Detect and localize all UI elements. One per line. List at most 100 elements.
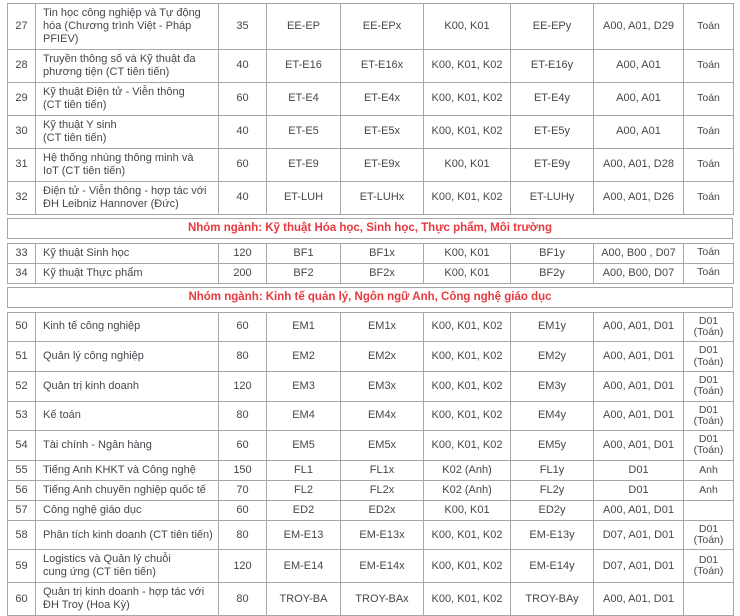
quota-cell: 120 (218, 549, 267, 584)
program-name-cell: Tiếng Anh chuyên nghiệp quốc tế (35, 479, 219, 501)
subject-cell: Toán (683, 3, 734, 50)
code-x-cell: EM1x (340, 311, 424, 343)
quota-cell: 60 (218, 311, 267, 343)
program-name-cell: Truyền thông số và Kỹ thuật đa phương ti… (35, 48, 219, 83)
quota-cell: 60 (218, 499, 267, 521)
k-groups-cell: K02 (Anh) (423, 479, 511, 501)
table-row: 34 Kỹ thuật Thực phẩm 200 BF2 BF2x K00, K01 BF… (7, 262, 734, 284)
program-name-cell: Kinh tế công nghiệp (35, 311, 219, 343)
k-groups-cell: K00, K01, K02 (423, 311, 511, 343)
code-y-cell: ED2y (510, 499, 594, 521)
a-groups-cell: A00, A01 (593, 48, 684, 83)
quota-cell: 80 (218, 519, 267, 551)
table-row: 31 Hệ thống nhúng thông minh và IoT (CT t… (7, 147, 734, 182)
program-name-cell: Quản lý công nghiệp (35, 341, 219, 372)
a-groups-cell: A00, A01, D26 (593, 180, 684, 215)
subject-cell: D01 (Toán) (683, 341, 734, 372)
k-groups-cell: K00, K01 (423, 3, 511, 50)
quota-cell: 150 (218, 459, 267, 481)
code-y-cell: BF1y (510, 242, 594, 264)
table-row: 55 Tiếng Anh KHKT và Công nghệ 150 FL1 FL1x K… (7, 459, 734, 481)
code-y-cell: ET-E9y (510, 147, 594, 182)
table-row: 56 Tiếng Anh chuyên nghiệp quốc tế 70 FL2 FL… (7, 479, 734, 501)
code-x-cell: BF1x (340, 242, 424, 264)
code-x-cell: FL2x (340, 479, 424, 501)
programs-table-section: 27 Tin học công nghiệp và Tự động hóa (Ch… (7, 3, 734, 215)
subject-cell: Anh (683, 459, 734, 481)
quota-cell: 40 (218, 48, 267, 83)
quota-cell: 70 (218, 479, 267, 501)
k-groups-cell: K00, K01, K02 (423, 114, 511, 149)
subject-cell: Anh (683, 479, 734, 501)
program-code-cell: BF1 (266, 242, 341, 264)
row-number-cell: 51 (7, 341, 36, 372)
k-groups-cell: K00, K01 (423, 242, 511, 264)
program-code-cell: EM2 (266, 341, 341, 372)
a-groups-cell: D07, A01, D01 (593, 519, 684, 551)
table-row: 54 Tài chính - Ngân hàng 60 EM5 EM5x K00, K01… (7, 430, 734, 461)
code-y-cell: ET-E4y (510, 81, 594, 116)
quota-cell: 120 (218, 242, 267, 264)
program-name-cell: Tài chính - Ngân hàng (35, 430, 219, 461)
code-y-cell: EM5y (510, 430, 594, 461)
k-groups-cell: K00, K01, K02 (423, 81, 511, 116)
program-name-cell: Kế toán (35, 400, 219, 432)
subject-cell (683, 582, 734, 616)
quota-cell: 200 (218, 262, 267, 284)
subject-cell: Toán (683, 147, 734, 182)
row-number-cell: 28 (7, 48, 36, 83)
k-groups-cell: K00, K01 (423, 147, 511, 182)
program-code-cell: FL2 (266, 479, 341, 501)
program-name-cell: Kỹ thuật Thực phẩm (35, 262, 219, 284)
code-y-cell: ET-E16y (510, 48, 594, 83)
table-row: 30 Kỹ thuật Y sinh (CT tiên tiến) 40 ET-E5 E… (7, 114, 734, 149)
table-row: 50 Kinh tế công nghiệp 60 EM1 EM1x K00, K01, … (7, 311, 734, 343)
quota-cell: 40 (218, 114, 267, 149)
k-groups-cell: K00, K01 (423, 499, 511, 521)
code-x-cell: EM-E14x (340, 549, 424, 584)
code-x-cell: BF2x (340, 262, 424, 284)
a-groups-cell: A00, A01, D01 (593, 430, 684, 461)
code-y-cell: EE-EPy (510, 3, 594, 50)
program-code-cell: ET-LUH (266, 180, 341, 215)
programs-table-section: 33 Kỹ thuật Sinh học 120 BF1 BF1x K00, K01 BF1… (7, 242, 734, 284)
row-number-cell: 57 (7, 499, 36, 521)
code-x-cell: ET-E5x (340, 114, 424, 149)
table-row: 60 Quản trị kinh doanh - hợp tác với ĐH T… (7, 582, 734, 616)
program-name-cell: Kỹ thuật Điện tử - Viễn thông (CT tiên t… (35, 81, 219, 116)
group-header: Nhóm ngành: Kinh tế quản lý, Ngôn ngữ An… (7, 286, 733, 308)
subject-cell: D01 (Toán) (683, 430, 734, 461)
program-name-cell: Logistics và Quản lý chuỗi cung ứng (CT … (35, 549, 219, 584)
program-code-cell: ED2 (266, 499, 341, 521)
k-groups-cell: K00, K01, K02 (423, 180, 511, 215)
a-groups-cell: A00, A01 (593, 114, 684, 149)
code-x-cell: EM5x (340, 430, 424, 461)
code-y-cell: EM3y (510, 370, 594, 402)
subject-cell: Toán (683, 242, 734, 264)
code-y-cell: EM-E13y (510, 519, 594, 551)
table-row: 33 Kỹ thuật Sinh học 120 BF1 BF1x K00, K01 BF1… (7, 242, 734, 264)
table-row: 27 Tin học công nghiệp và Tự động hóa (Ch… (7, 3, 734, 50)
table-row: 28 Truyền thông số và Kỹ thuật đa phương … (7, 48, 734, 83)
subject-cell: D01 (Toán) (683, 519, 734, 551)
table-row: 53 Kế toán 80 EM4 EM4x K00, K01, K02 EM4y A00, … (7, 400, 734, 432)
a-groups-cell: A00, A01, D01 (593, 341, 684, 372)
row-number-cell: 34 (7, 262, 36, 284)
program-code-cell: ET-E9 (266, 147, 341, 182)
row-number-cell: 56 (7, 479, 36, 501)
table-sections: 27 Tin học công nghiệp và Tự động hóa (Ch… (7, 3, 740, 616)
quota-cell: 80 (218, 341, 267, 372)
subject-cell (683, 499, 734, 521)
subject-cell: Toán (683, 48, 734, 83)
row-number-cell: 53 (7, 400, 36, 432)
code-y-cell: ET-E5y (510, 114, 594, 149)
quota-cell: 60 (218, 430, 267, 461)
program-name-cell: Tin học công nghiệp và Tự động hóa (Chươ… (35, 3, 219, 50)
program-code-cell: ET-E4 (266, 81, 341, 116)
table-row: 59 Logistics và Quản lý chuỗi cung ứng (C… (7, 549, 734, 584)
a-groups-cell: A00, A01, D01 (593, 582, 684, 616)
subject-cell: D01 (Toán) (683, 549, 734, 584)
code-x-cell: ET-E4x (340, 81, 424, 116)
quota-cell: 80 (218, 582, 267, 616)
table-row: 32 Điện tử - Viễn thông - hợp tác với ĐH … (7, 180, 734, 215)
